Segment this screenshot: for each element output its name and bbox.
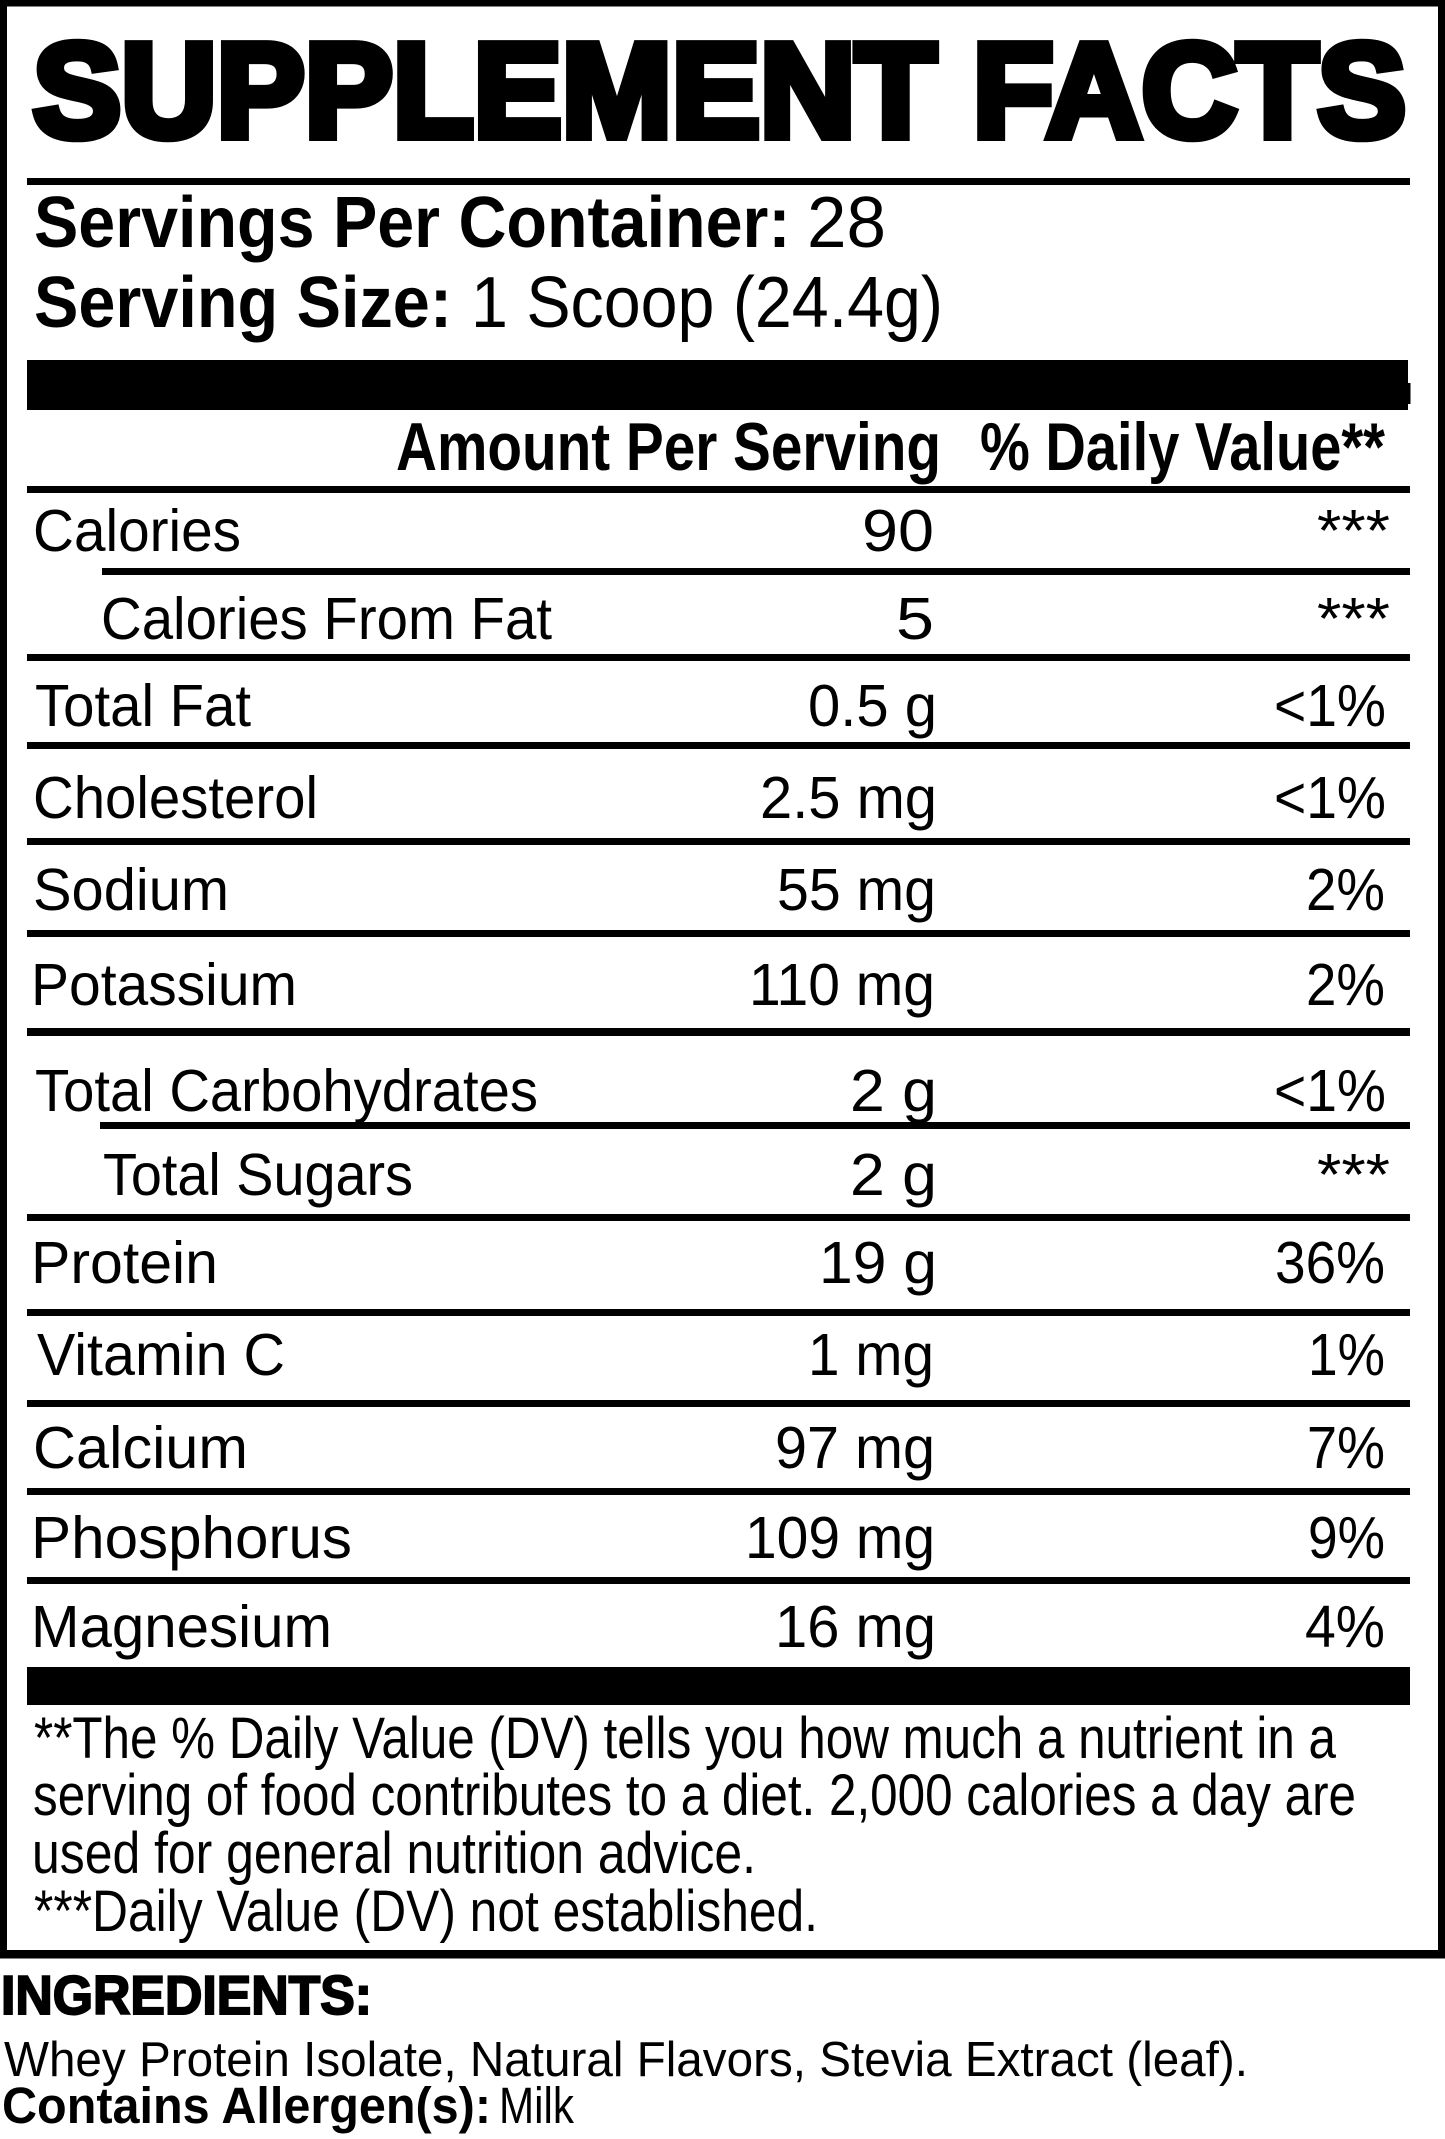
- svg-text:4%: 4%: [1305, 1594, 1385, 1660]
- svg-text:SUPPLEMENT FACTS: SUPPLEMENT FACTS: [33, 17, 1406, 166]
- svg-text:Phosphorus: Phosphorus: [31, 1505, 352, 1571]
- svg-text:Total Fat: Total Fat: [35, 673, 251, 739]
- svg-text:109 mg: 109 mg: [745, 1505, 935, 1571]
- svg-text:Potassium: Potassium: [31, 952, 297, 1018]
- svg-text:Sodium: Sodium: [33, 857, 229, 923]
- svg-text:Contains Allergen(s):: Contains Allergen(s):: [2, 2077, 491, 2134]
- svg-text:36%: 36%: [1275, 1230, 1385, 1296]
- svg-text:2 g: 2 g: [850, 1058, 937, 1124]
- svg-text:7%: 7%: [1307, 1415, 1385, 1481]
- svg-text:**The % Daily Value (DV) tells: **The % Daily Value (DV) tells you how m…: [34, 1706, 1337, 1771]
- svg-text:Calories: Calories: [33, 498, 241, 564]
- svg-text:Total Carbohydrates: Total Carbohydrates: [35, 1058, 538, 1124]
- svg-text:9%: 9%: [1308, 1505, 1385, 1571]
- svg-text:Total Sugars: Total Sugars: [103, 1142, 413, 1208]
- svg-text:used for general nutrition adv: used for general nutrition advice.: [32, 1821, 756, 1886]
- svg-text:Protein: Protein: [31, 1230, 218, 1296]
- svg-text:0.5 g: 0.5 g: [808, 673, 937, 739]
- svg-text:INGREDIENTS:: INGREDIENTS:: [1, 1964, 372, 2026]
- svg-text:Magnesium: Magnesium: [31, 1594, 332, 1660]
- svg-text:1 Scoop (24.4g): 1 Scoop (24.4g): [471, 263, 943, 343]
- svg-text:Cholesterol: Cholesterol: [33, 765, 318, 831]
- svg-text:Serving Size:: Serving Size:: [34, 263, 452, 343]
- svg-text:28: 28: [807, 183, 886, 263]
- svg-text:***: ***: [1317, 586, 1390, 652]
- svg-text:***Daily Value (DV) not establ: ***Daily Value (DV) not established.: [34, 1879, 818, 1944]
- svg-text:19 g: 19 g: [819, 1230, 937, 1296]
- svg-text:Calcium: Calcium: [33, 1415, 248, 1481]
- svg-text:2%: 2%: [1306, 952, 1385, 1018]
- svg-text:serving of food contributes to: serving of food contributes to a diet. 2…: [33, 1763, 1356, 1828]
- svg-text:Whey Protein Isolate, Natural: Whey Protein Isolate, Natural Flavors, S…: [4, 2033, 1248, 2087]
- svg-text:55 mg: 55 mg: [777, 857, 936, 923]
- svg-text:% Daily Value**: % Daily Value**: [980, 409, 1385, 485]
- svg-text:<1%: <1%: [1274, 673, 1386, 739]
- svg-text:Calories From Fat: Calories From Fat: [101, 586, 552, 652]
- svg-text:16 mg: 16 mg: [775, 1594, 936, 1660]
- svg-text:Milk: Milk: [499, 2077, 574, 2134]
- svg-text:2%: 2%: [1306, 857, 1385, 923]
- svg-text:97 mg: 97 mg: [775, 1415, 935, 1481]
- svg-text:***: ***: [1317, 1142, 1390, 1208]
- svg-text:1 mg: 1 mg: [808, 1322, 934, 1388]
- svg-text:Servings Per Container:: Servings Per Container:: [34, 183, 791, 263]
- svg-text:2.5 mg: 2.5 mg: [760, 765, 937, 831]
- svg-text:<1%: <1%: [1274, 765, 1386, 831]
- svg-text:5: 5: [896, 586, 934, 652]
- svg-text:2 g: 2 g: [850, 1142, 937, 1208]
- svg-text:90: 90: [862, 498, 934, 564]
- svg-text:<1%: <1%: [1274, 1058, 1386, 1124]
- svg-text:Vitamin C: Vitamin C: [37, 1322, 285, 1388]
- svg-text:1%: 1%: [1308, 1322, 1385, 1388]
- svg-text:Amount Per Serving: Amount Per Serving: [396, 409, 941, 485]
- svg-text:***: ***: [1317, 498, 1390, 564]
- svg-text:110 mg: 110 mg: [749, 952, 935, 1018]
